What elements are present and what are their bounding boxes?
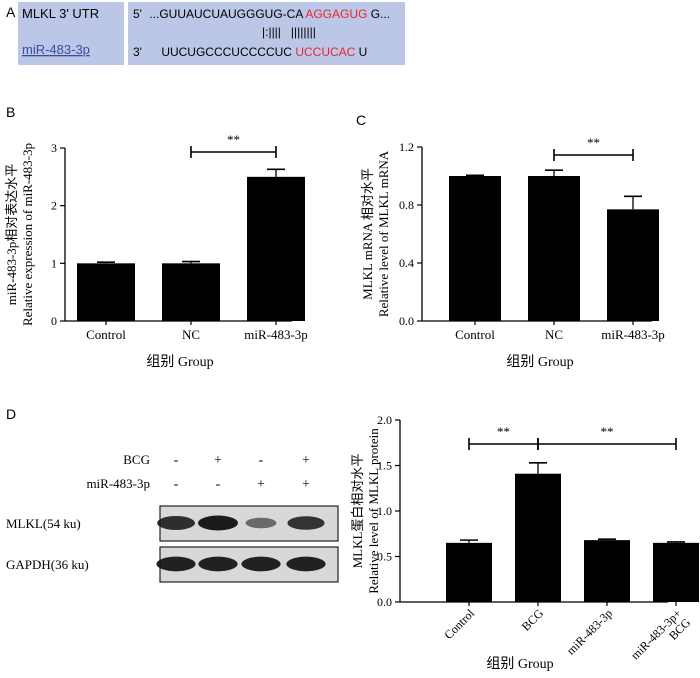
mir-black: UUCUGCCCUCCCCUC: [161, 45, 292, 59]
condition-label: BCG: [123, 452, 150, 467]
y-tick-label: 0.5: [377, 550, 392, 564]
utr-black: ...GUUAUCUAUGGGUG-CA: [149, 7, 303, 21]
pairing-lines: |:|||| ||||||||: [262, 25, 316, 39]
band-label: MLKL(54 ku): [6, 516, 81, 531]
utr-prime: 5': [133, 7, 142, 21]
bar-2: [584, 540, 630, 602]
chart-b-mir483-expression: 0 1 2 3 Control NC miR-483-3p ** miR-483-3p相对表达水…: [4, 132, 308, 370]
sequence-alignment: MLKL 3' UTR miR-483-3p 5' ...GUUAUCUAUGG…: [18, 2, 405, 65]
x-axis-label: 组别 Group: [506, 354, 573, 370]
x-tick-label: Control: [86, 327, 126, 342]
blot-band: [198, 515, 238, 531]
bar-0: [77, 263, 135, 321]
y-tick-label: 0.0: [399, 314, 414, 328]
mir-seed: UCCUCAC: [295, 45, 355, 59]
blot-band: [198, 556, 238, 572]
y-axis-label-en: Relative level of MLKL mRNA: [376, 150, 391, 317]
y-tick-label: 0.4: [399, 256, 414, 270]
mir-sequence: 3' UUCUGCCCUCCCCUC UCCUCAC U: [133, 45, 367, 59]
blot-band: [287, 516, 325, 530]
x-tick-label: NC: [182, 327, 200, 342]
y-axis-label-en: Relative level of MLKL protein: [366, 428, 381, 594]
bar-2: [247, 176, 305, 321]
condition-sign: +: [302, 453, 310, 468]
sequence-box: [128, 2, 405, 65]
y-axis-label-cn: MLKL蛋白相对水平: [350, 454, 365, 569]
y-axis-label-cn: miR-483-3p相对表达水平: [4, 164, 19, 306]
panel-label-d: D: [6, 406, 17, 422]
y-tick-label: 1.2: [399, 140, 414, 154]
utr-tail: G...: [371, 7, 390, 21]
bar-3: [653, 542, 699, 602]
condition-sign: -: [216, 477, 221, 492]
y-tick-label: 2: [51, 199, 57, 213]
band-label: GAPDH(36 ku): [6, 557, 89, 572]
condition-sign: +: [302, 477, 310, 492]
significance-label: **: [497, 424, 510, 439]
y-axis-label-en: Relative expression of miR-483-3p: [20, 143, 35, 326]
western-blot: BCG - + - + miR-483-3p - - + + MLKL(54 ku) GAPDH(36…: [0, 440, 340, 600]
x-tick-label: Control: [455, 327, 495, 342]
blot-band: [241, 556, 281, 572]
y-tick-label: 0: [51, 314, 57, 328]
significance-label: **: [601, 424, 614, 439]
y-tick-label: 2.0: [377, 413, 392, 427]
panel-label-a: A: [6, 4, 16, 20]
blot-band: [286, 556, 326, 572]
western-blot-figure: BCG - + - + miR-483-3p - - + + MLKL(54 ku) GAPDH(36…: [6, 452, 339, 583]
y-tick-label: 0.8: [399, 198, 414, 212]
mir-tail: U: [359, 45, 368, 59]
y-tick-label: 0.0: [377, 595, 392, 609]
x-axis-label: 组别 Group: [486, 656, 553, 672]
bar-0: [449, 176, 501, 321]
utr-sequence: 5' ...GUUAUCUAUGGGUG-CA AGGAGUG G...: [133, 7, 390, 21]
panel-label-c: C: [356, 112, 367, 128]
y-tick-label: 1.0: [377, 504, 392, 518]
bar-1: [162, 263, 220, 321]
significance-label: **: [587, 135, 600, 150]
condition-sign: -: [259, 453, 264, 468]
x-tick-label: miR-483-3p: [601, 327, 665, 342]
chart-c-mlkl-mrna: 0.0 0.4 0.8 1.2 Control NC miR-483-3p ** MLKL mR…: [360, 135, 665, 370]
condition-sign: +: [257, 477, 265, 492]
x-tick-label: NC: [545, 327, 563, 342]
x-axis-label: 组别 Group: [146, 354, 213, 370]
utr-seed: AGGAGUG: [305, 7, 367, 21]
gene-label-box: [18, 2, 124, 65]
x-tick-label: miR-483-3p: [564, 606, 615, 657]
gene-label: MLKL 3' UTR: [22, 6, 99, 21]
blot-band: [156, 556, 196, 572]
x-tick-label: miR-483-3p: [244, 327, 308, 342]
bar-1: [515, 473, 561, 602]
bar-0: [446, 542, 492, 602]
condition-sign: -: [174, 477, 179, 492]
y-tick-label: 1.5: [377, 459, 392, 473]
condition-label: miR-483-3p: [86, 476, 150, 491]
blot-band: [245, 517, 277, 529]
x-tick-label: Control: [441, 606, 477, 642]
bar-1: [528, 176, 580, 321]
panel-label-b: B: [6, 104, 16, 120]
y-tick-label: 3: [51, 141, 57, 155]
mir-prime: 3': [133, 45, 142, 59]
significance-label: **: [227, 132, 240, 147]
x-tick-label: miR-483-3p+BCG: [628, 606, 694, 672]
y-axis-label-cn: MLKL mRNA 相对水平: [360, 168, 375, 300]
mir-label: miR-483-3p: [22, 42, 90, 57]
condition-sign: -: [174, 453, 179, 468]
blot-band: [157, 516, 195, 530]
bar-2: [607, 209, 659, 321]
condition-sign: +: [214, 453, 222, 468]
x-tick-label: BCG: [519, 606, 547, 634]
y-tick-label: 1: [51, 256, 57, 270]
chart-d-mlkl-protein: 0.0 0.5 1.0 1.5 2.0 Control BCG miR-483-3p miR-4…: [350, 413, 699, 672]
